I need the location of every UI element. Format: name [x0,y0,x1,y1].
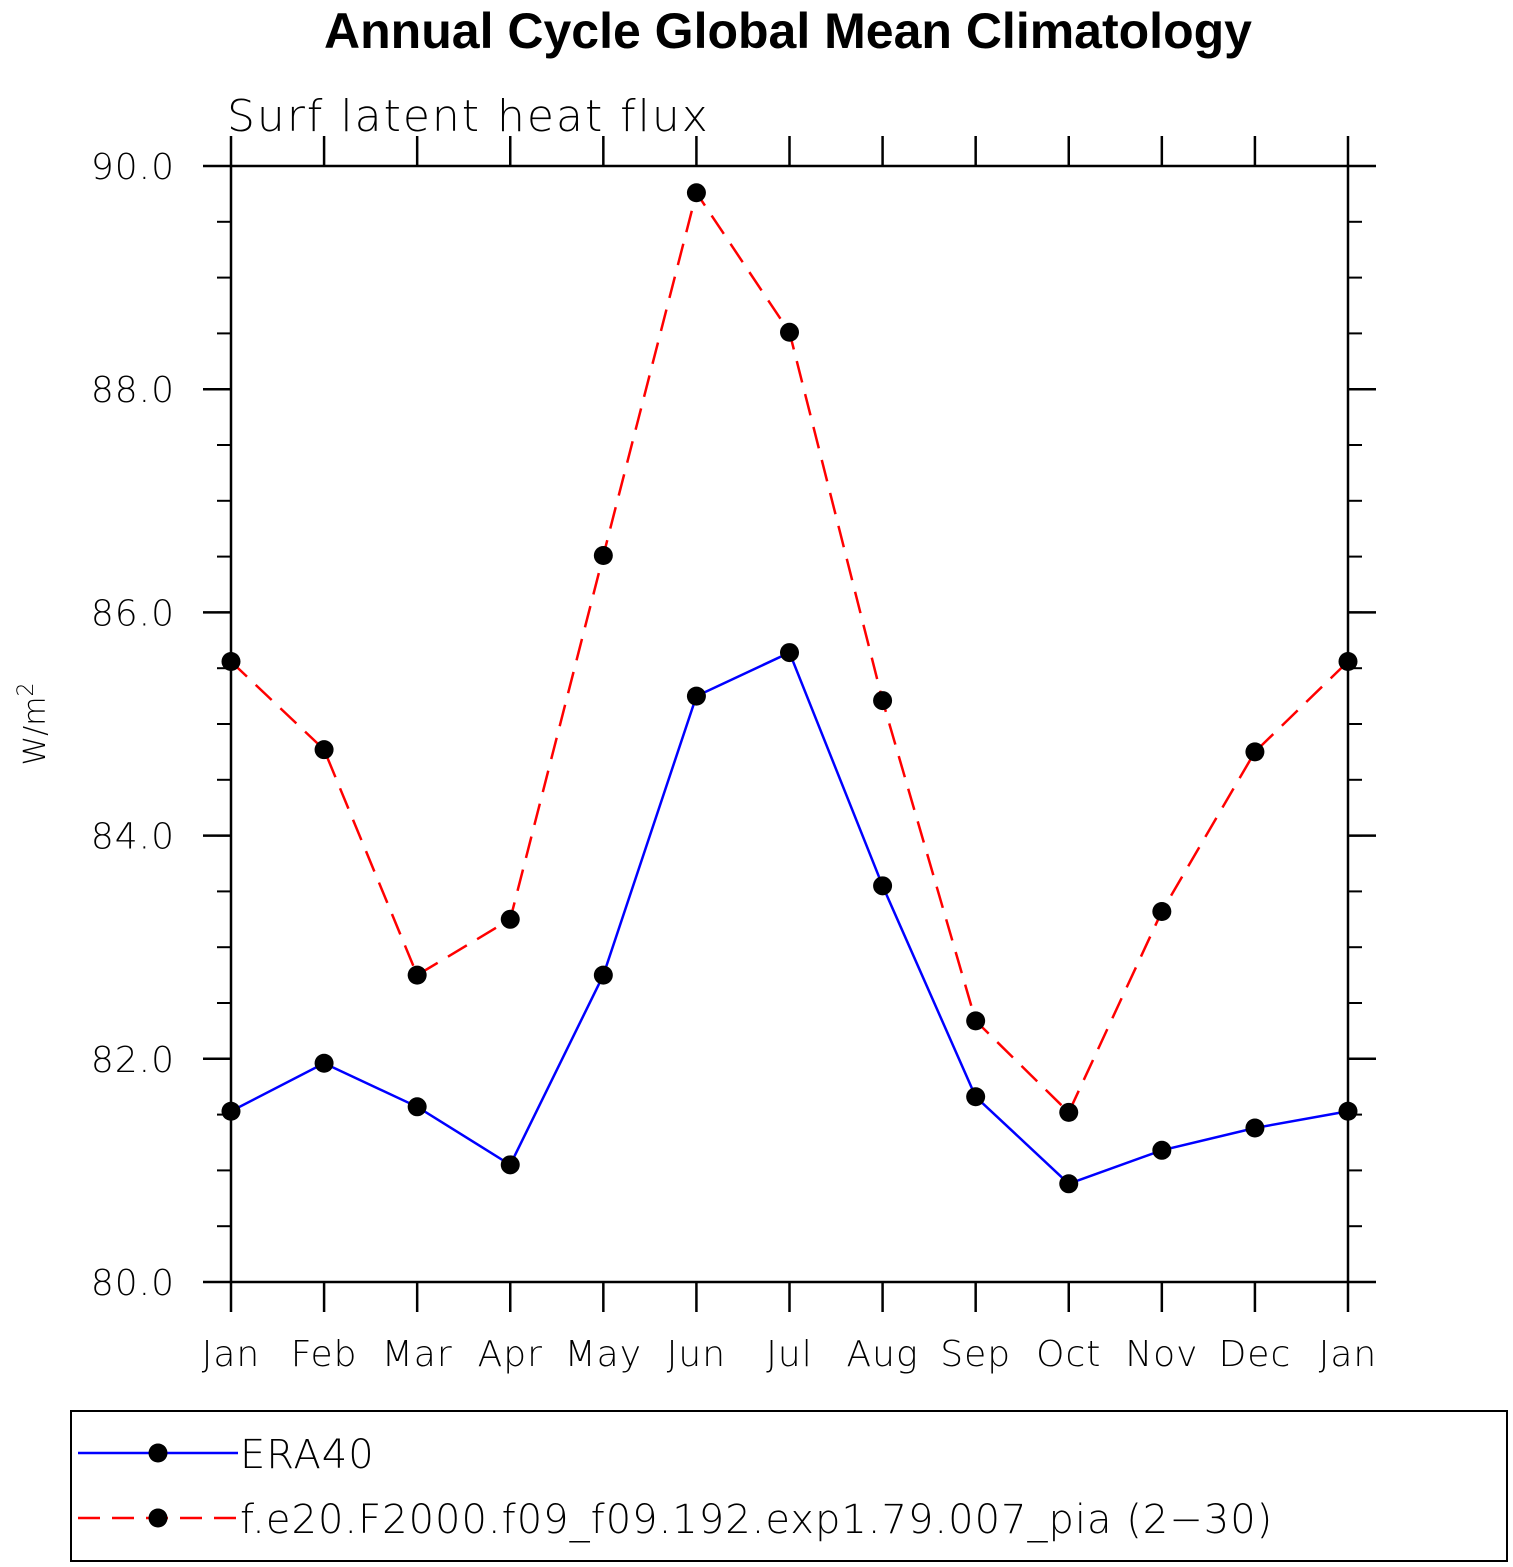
series-point-0 [500,1155,520,1175]
x-tick-label: Jul [766,1334,812,1375]
y-axis-label: W/m2 [14,683,53,766]
series-point-1 [500,909,520,929]
x-tick-label: Mar [382,1334,453,1375]
x-tick-label: Aug [847,1334,919,1375]
series-point-1 [873,691,893,711]
x-tick-label: Jun [667,1334,726,1375]
legend-entry-era40: ERA40 [78,1432,375,1478]
series-point-0 [873,876,893,896]
y-axis-label-sup: 2 [14,683,39,697]
series-point-0 [966,1087,986,1107]
legend-marker-era40 [148,1443,168,1463]
x-tick-label: Dec [1219,1334,1292,1375]
x-axis-ticks: Jan Feb Mar Apr May Jun Jul Aug Sep Oct Nov Dec Jan [202,136,1378,1375]
x-tick-label: Nov [1125,1334,1198,1375]
series-point-1 [966,1011,986,1031]
legend-box [70,1410,1508,1562]
series-point-1 [780,322,799,342]
legend-label-era40: ERA40 [240,1432,375,1478]
chart-title: Annual Cycle Global Mean Climatology [324,3,1252,59]
series-point-1 [686,183,706,203]
series-point-0 [1245,1118,1265,1138]
series-point-1 [1059,1102,1079,1122]
legend-label-model: f.e20.F2000.f09_f09.192.exp1.79.007_pia … [240,1497,1273,1543]
series-point-1 [407,965,427,985]
series-point-1 [593,545,613,565]
legend: ERA40 f.e20.F2000.f09_f09.192.exp1.79.00… [70,1410,1508,1562]
x-tick-label: May [565,1334,642,1375]
series-line-0 [230,650,1349,1186]
y-tick-label: 82.0 [91,1040,175,1081]
series-point-0 [1338,1101,1358,1121]
series-point-0 [686,686,706,706]
series-point-0 [1152,1140,1172,1160]
series-point-0 [1059,1174,1079,1194]
series-point-0 [221,1101,241,1121]
x-tick-label: Jan [202,1334,261,1375]
series-point-1 [314,740,334,760]
y-tick-label: 80.0 [91,1263,175,1304]
series-point-0 [780,643,799,663]
y-tick-label: 88.0 [91,370,175,411]
legend-entry-model: f.e20.F2000.f09_f09.192.exp1.79.007_pia … [78,1497,1273,1543]
legend-marker-model [148,1508,168,1528]
series-point-1 [1338,652,1358,672]
series-point-0 [593,965,613,985]
x-tick-label: Oct [1036,1334,1101,1375]
y-tick-label: 90.0 [91,147,175,188]
y-axis-label-unit: W/m [18,697,53,766]
series-point-1 [221,652,241,672]
x-tick-label: Jan [1319,1334,1378,1375]
chart-subtitle: Surf latent heat flux [227,91,710,142]
series-layer [221,183,1358,1194]
x-tick-label: Apr [478,1334,543,1375]
y-tick-label: 84.0 [91,817,175,858]
y-tick-label: 86.0 [91,593,175,634]
x-tick-label: Feb [291,1334,358,1375]
series-point-0 [314,1053,334,1073]
series-point-1 [1245,742,1265,762]
y-axis-ticks: 80.0 82.0 84.0 86.0 88.0 90.0 [91,147,1376,1304]
series-point-1 [1152,901,1172,921]
series-point-0 [407,1097,427,1117]
x-tick-label: Sep [940,1334,1011,1375]
